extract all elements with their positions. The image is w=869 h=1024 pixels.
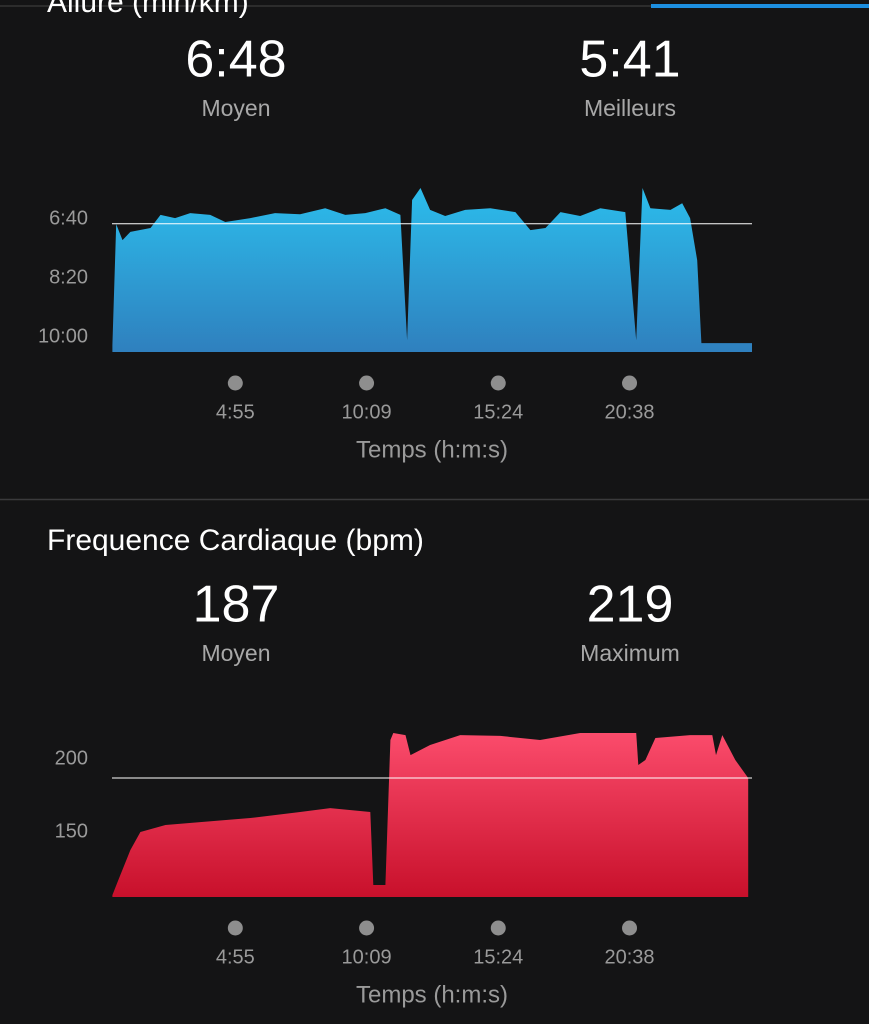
stat-label: Meilleurs [584, 95, 676, 121]
stat-value: 6:48 [185, 31, 286, 89]
x-tick-dot [490, 920, 506, 936]
x-tick-dot [622, 375, 638, 391]
area [112, 733, 749, 897]
x-tick-label: 15:24 [473, 946, 523, 968]
stat-value: 5:41 [579, 31, 680, 89]
stat-label: Moyen [201, 95, 270, 121]
stat-value: 187 [193, 576, 280, 634]
y-tick-label: 6:40 [49, 207, 88, 229]
x-axis-label: Temps (h:m:s) [356, 981, 508, 1008]
x-tick-dot [359, 375, 375, 391]
x-tick-label: 10:09 [342, 401, 392, 423]
x-tick-dot [359, 920, 375, 936]
x-tick-label: 15:24 [473, 401, 523, 423]
stat-value: 219 [587, 576, 674, 634]
section-title: Allure (min/km) [47, 0, 249, 19]
y-tick-label: 200 [55, 747, 88, 769]
x-tick-label: 4:55 [216, 946, 255, 968]
y-tick-label: 150 [55, 820, 88, 842]
x-tick-label: 20:38 [604, 946, 654, 968]
y-tick-label: 10:00 [38, 325, 88, 347]
stat-label: Moyen [201, 640, 270, 666]
area [112, 188, 752, 352]
section-title: Frequence Cardiaque (bpm) [47, 524, 424, 557]
x-tick-dot [227, 375, 243, 391]
x-tick-dot [490, 375, 506, 391]
x-tick-dot [227, 920, 243, 936]
x-tick-label: 20:38 [604, 401, 654, 423]
x-tick-label: 4:55 [216, 401, 255, 423]
x-tick-dot [622, 920, 638, 936]
tab-indicator [651, 4, 869, 8]
stat-label: Maximum [580, 640, 680, 666]
x-tick-label: 10:09 [342, 946, 392, 968]
y-tick-label: 8:20 [49, 266, 88, 288]
x-axis-label: Temps (h:m:s) [356, 436, 508, 463]
